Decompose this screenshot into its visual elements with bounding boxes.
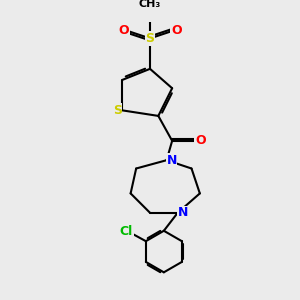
Text: O: O bbox=[195, 134, 206, 147]
Text: N: N bbox=[178, 206, 188, 219]
Text: CH₃: CH₃ bbox=[139, 0, 161, 9]
Text: Cl: Cl bbox=[120, 225, 133, 238]
Text: O: O bbox=[118, 24, 129, 37]
Text: S: S bbox=[146, 32, 154, 45]
Text: S: S bbox=[113, 104, 122, 117]
Text: O: O bbox=[171, 24, 181, 37]
Text: N: N bbox=[167, 154, 177, 167]
